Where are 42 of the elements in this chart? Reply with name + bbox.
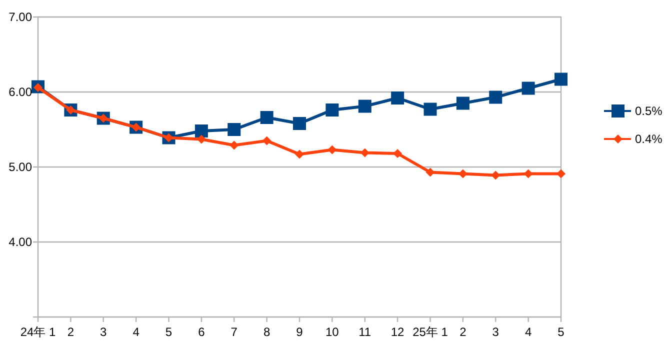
x-tick-label: 3 bbox=[492, 325, 500, 339]
point bbox=[328, 145, 337, 154]
point bbox=[393, 149, 402, 158]
point bbox=[295, 150, 304, 159]
y-tick-label: 4.00 bbox=[8, 235, 32, 249]
point bbox=[194, 124, 208, 138]
x-tick-label: 2 bbox=[460, 325, 467, 339]
point bbox=[260, 111, 274, 124]
x-tick-label: 4 bbox=[524, 325, 532, 339]
y-tick-label: 7.00 bbox=[8, 10, 32, 24]
x-tick-label: 8 bbox=[263, 325, 270, 339]
x-tick-label: 2 bbox=[67, 325, 74, 339]
point bbox=[522, 82, 535, 95]
x-tick-label: 5 bbox=[558, 325, 565, 339]
point bbox=[424, 102, 437, 116]
legend-label: 0.5% bbox=[635, 104, 663, 118]
point bbox=[358, 100, 372, 113]
point bbox=[391, 92, 404, 104]
x-tick-label: 3 bbox=[100, 325, 108, 339]
point bbox=[456, 96, 470, 110]
point bbox=[326, 104, 339, 116]
x-tick-label: 5 bbox=[165, 325, 172, 339]
point bbox=[293, 117, 306, 130]
point bbox=[228, 123, 241, 136]
x-tick-label: 24年 1 bbox=[20, 325, 56, 339]
point bbox=[230, 140, 239, 150]
x-tick-label: 10 bbox=[326, 325, 340, 339]
point bbox=[262, 136, 272, 146]
x-tick-label: 7 bbox=[230, 325, 238, 339]
y-tick-label: 6.00 bbox=[8, 85, 32, 99]
point bbox=[556, 169, 566, 178]
point bbox=[360, 148, 370, 158]
x-tick-label: 12 bbox=[390, 325, 405, 339]
point bbox=[489, 90, 502, 104]
x-tick-label: 25年 1 bbox=[412, 325, 448, 339]
legend-label: 0.4% bbox=[635, 132, 663, 146]
x-tick-label: 6 bbox=[198, 325, 206, 339]
x-tick-label: 4 bbox=[132, 325, 140, 339]
x-tick-label: 11 bbox=[358, 325, 372, 339]
x-tick-label: 9 bbox=[296, 325, 304, 339]
y-tick-label: 5.00 bbox=[8, 160, 32, 174]
point bbox=[554, 72, 568, 86]
